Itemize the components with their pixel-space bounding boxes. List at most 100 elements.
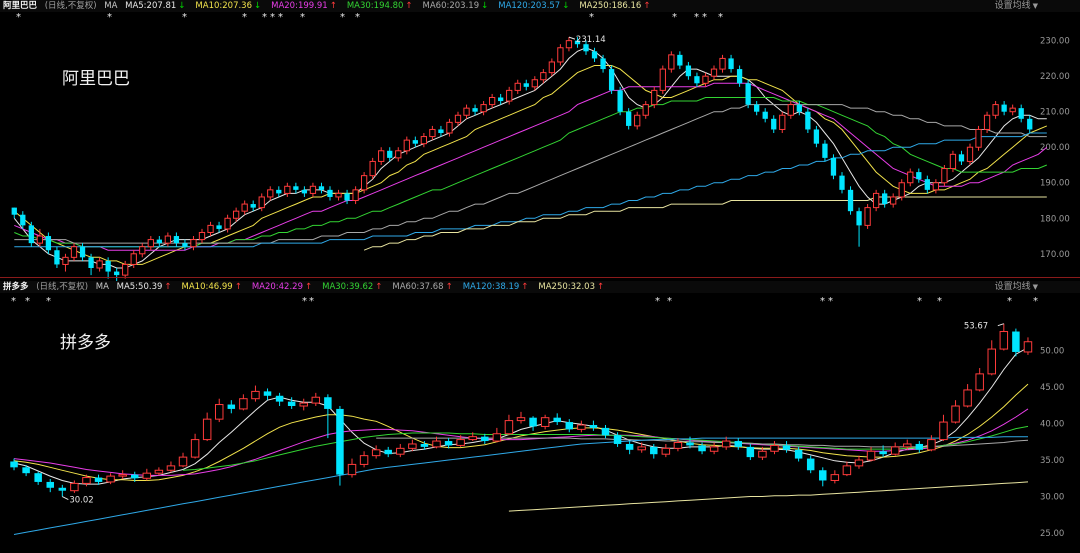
y-tick-label: 220.00 xyxy=(1040,72,1070,82)
settings-ma-button[interactable]: 设置均线 ▼ xyxy=(995,0,1038,12)
star-icon: * xyxy=(25,296,30,307)
star-icon: * xyxy=(718,12,723,23)
candle-body xyxy=(677,54,683,66)
pdd-candlestick-plot[interactable]: 50.00 45.00 40.00 35.00 30.00 25.00 53.67 30.02 xyxy=(0,308,1080,552)
candle xyxy=(617,86,623,116)
candle xyxy=(626,108,632,130)
star-icon: * xyxy=(340,12,345,23)
candle-body xyxy=(589,424,598,428)
candle-body xyxy=(444,441,453,446)
candle-body xyxy=(864,207,871,226)
candle xyxy=(190,236,197,251)
chart-mode[interactable]: (日线,不复权) xyxy=(36,282,89,292)
alibaba-chart-panel[interactable]: 阿里巴巴 (日线,不复权) MA MA5:207.81 ↓ MA10:207.36 ↓… xyxy=(0,0,1080,291)
candle-body xyxy=(82,477,91,484)
settings-ma-button[interactable]: 设置均线 ▼ xyxy=(995,281,1038,293)
candle xyxy=(975,125,982,151)
candle-body xyxy=(318,186,325,190)
stock-watermark-label: 阿里巴巴 xyxy=(62,69,130,89)
star-icon: * xyxy=(309,296,314,307)
candle xyxy=(779,111,786,134)
candle-body xyxy=(625,443,634,450)
candle xyxy=(531,76,538,91)
candle-body xyxy=(758,450,767,458)
stock-name[interactable]: 阿里巴巴 xyxy=(3,1,38,11)
candle-body xyxy=(565,40,573,49)
candle xyxy=(324,394,332,439)
alibaba-candlestick-plot[interactable]: 230.00 220.00 210.00 200.00 190.00 180.00 170.… xyxy=(0,24,1080,291)
candle-body xyxy=(577,424,586,430)
candle xyxy=(806,455,815,474)
star-icon: * xyxy=(1033,296,1038,307)
ma-legend-item: MA30:194.80 ↑ xyxy=(346,1,413,11)
candle-body xyxy=(267,189,274,198)
candle xyxy=(293,182,299,194)
candle xyxy=(975,368,984,392)
ma-line-ma20 xyxy=(14,82,1048,251)
star-icon: * xyxy=(355,12,360,23)
candle-body xyxy=(600,58,606,70)
arrow-down-icon: ↓ xyxy=(562,1,570,11)
y-tick-label: 45.00 xyxy=(1040,383,1064,393)
low-annotation: 30.02 xyxy=(69,496,93,506)
candle-body xyxy=(456,439,465,446)
candle-body xyxy=(999,331,1009,350)
candle xyxy=(438,125,444,137)
candle-body xyxy=(734,441,743,447)
candle xyxy=(758,446,767,461)
candle-body xyxy=(637,446,646,451)
candle-body xyxy=(106,475,115,483)
candle xyxy=(625,441,634,455)
candle xyxy=(258,193,265,212)
candle-body xyxy=(396,447,405,455)
stock-watermark-label: 拼多多 xyxy=(60,333,111,353)
arrow-up-icon: ↑ xyxy=(329,1,337,11)
candle xyxy=(232,207,240,222)
stock-name[interactable]: 拼多多 xyxy=(3,282,29,292)
candle-body xyxy=(770,444,779,452)
candle-body xyxy=(227,404,236,409)
candle-body xyxy=(164,235,172,244)
candle xyxy=(182,239,188,251)
candle xyxy=(890,193,897,208)
ma-legend-item: MA60:37.68 ↑ xyxy=(392,282,453,292)
candle xyxy=(36,228,44,247)
candle xyxy=(907,168,914,187)
candle-body xyxy=(529,417,537,427)
candle-body xyxy=(139,246,146,255)
candle-body xyxy=(352,189,359,202)
ma-legend-item: MA10:207.36 ↓ xyxy=(195,1,262,11)
candle-body xyxy=(299,402,308,407)
candle xyxy=(842,461,852,477)
candle-body xyxy=(830,474,840,481)
candle xyxy=(642,101,649,119)
candle-body xyxy=(601,427,610,436)
star-icon: * xyxy=(270,12,275,23)
candle xyxy=(408,439,417,452)
candle-body xyxy=(130,474,139,479)
candle-body xyxy=(506,89,513,102)
candle xyxy=(318,182,325,194)
candle-body xyxy=(939,421,948,441)
candle-body xyxy=(118,474,127,477)
candle-body xyxy=(634,114,641,127)
chart-mode[interactable]: (日线,不复权) xyxy=(44,1,97,11)
candle-body xyxy=(514,82,521,91)
candle-body xyxy=(1023,341,1033,353)
pdd-chart-panel[interactable]: 拼多多 (日线,不复权) MA MA5:50.39 ↑ MA10:46.99 ↑ MA2… xyxy=(0,278,1080,553)
candle xyxy=(287,397,296,409)
candle xyxy=(805,108,811,134)
y-tick-label: 30.00 xyxy=(1040,493,1064,503)
candle-body xyxy=(420,443,429,447)
candle-body xyxy=(498,97,504,102)
candle xyxy=(190,433,200,459)
candle-body xyxy=(745,83,751,105)
ma-line-ma20 xyxy=(13,408,1029,476)
candle xyxy=(698,442,706,455)
candle xyxy=(122,260,129,279)
candle-body xyxy=(301,189,308,194)
candle xyxy=(634,111,641,130)
candle-body xyxy=(523,83,529,87)
candle xyxy=(336,406,344,486)
ma-legend-item: MA10:46.99 ↑ xyxy=(181,282,242,292)
